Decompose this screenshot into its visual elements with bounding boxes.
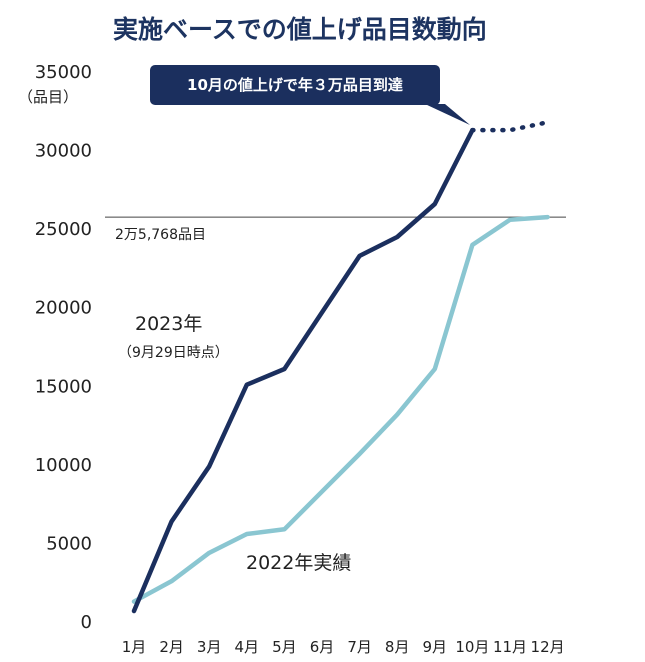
annotation-callout: 10月の値上げで年３万品目到達	[150, 65, 470, 125]
y-tick-label: 30000	[35, 141, 92, 162]
series-2023-sublabel: （9月29日時点）	[118, 345, 229, 361]
y-tick-label: 15000	[35, 376, 92, 397]
x-tick-label: 11月	[493, 638, 527, 656]
y-tick-label: 35000	[35, 62, 92, 83]
callout-pointer	[425, 104, 470, 125]
y-tick-label: 5000	[46, 533, 92, 554]
y-tick-label: 20000	[35, 298, 92, 319]
y-tick-label: 10000	[35, 455, 92, 476]
callout-box	[150, 65, 440, 105]
y-tick-label: 0	[81, 612, 92, 633]
chart-title: 実施ベースでの値上げ品目数動向	[113, 15, 487, 44]
x-tick-label: 10月	[455, 638, 489, 656]
series-projection-0	[470, 120, 550, 133]
x-tick-label: 3月	[197, 638, 222, 656]
x-tick-label: 1月	[122, 638, 147, 656]
callout-text: 10月の値上げで年３万品目到達	[187, 76, 403, 94]
x-tick-label: 7月	[347, 638, 372, 656]
series-line-1	[131, 214, 550, 604]
x-tick-label: 5月	[272, 638, 297, 656]
x-tick-label: 8月	[385, 638, 410, 656]
series-line-0	[131, 127, 475, 614]
reference-label: 2万5,768品目	[115, 227, 206, 243]
x-tick-label: 6月	[310, 638, 335, 656]
x-tick-label: 9月	[423, 638, 448, 656]
x-tick-label: 4月	[235, 638, 260, 656]
series-2023-label: 2023年	[135, 313, 202, 335]
x-tick-label: 12月	[531, 638, 565, 656]
y-axis-unit: （品目）	[18, 88, 78, 106]
series-2022-label: 2022年実績	[246, 552, 351, 574]
y-tick-label: 25000	[35, 219, 92, 240]
x-tick-label: 2月	[159, 638, 184, 656]
